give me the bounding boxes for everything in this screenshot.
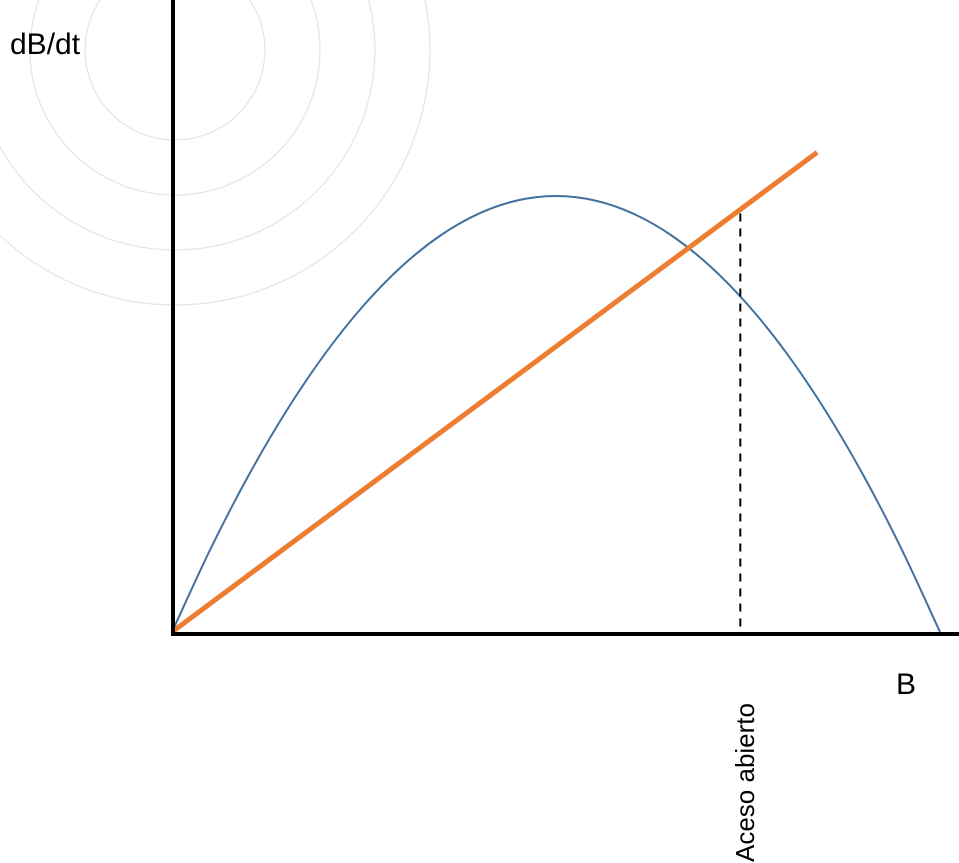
series-line [170,150,819,635]
annotation-label: Aceso abierto [730,703,760,862]
plot-area [170,150,941,635]
x-axis-label: B [896,668,916,701]
series-curve [171,194,941,633]
y-axis-label: dB/dt [10,28,81,61]
